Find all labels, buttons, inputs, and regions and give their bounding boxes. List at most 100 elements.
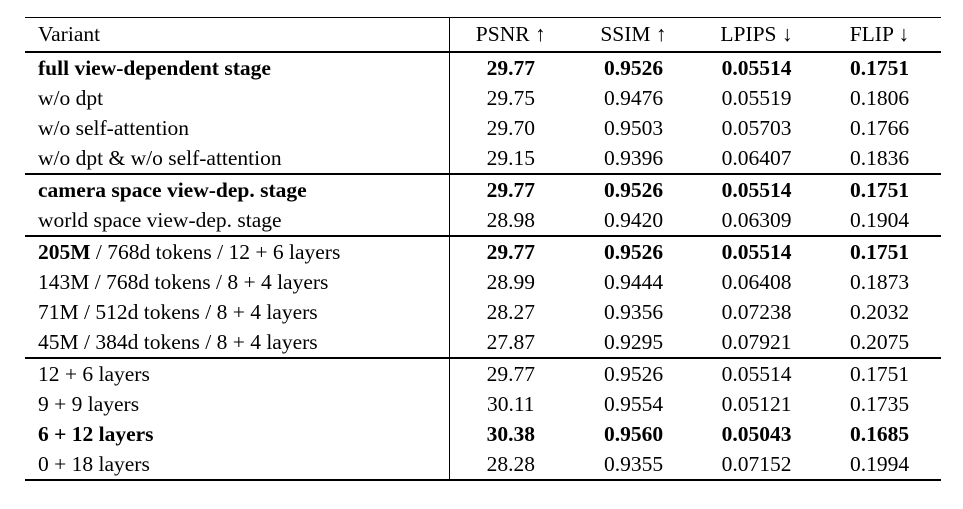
metric-value: 0.1685 <box>849 421 910 446</box>
metric-value: 0.9526 <box>572 173 695 205</box>
metric-value: 28.27 <box>486 299 535 324</box>
table-header: Variant PSNR ↑ SSIM ↑ LPIPS ↓ FLIP ↓ <box>25 17 941 53</box>
variant-bold-text: 205M <box>38 239 91 264</box>
metric-value: 28.28 <box>486 451 535 476</box>
variant-regular-text: 9 + 9 layers <box>38 391 140 416</box>
metric-value: 0.9356 <box>603 299 664 324</box>
metric-value: 0.1751 <box>818 173 941 205</box>
metric-value: 0.9560 <box>603 421 664 446</box>
table-row: w/o dpt & w/o self-attention 29.15 0.9396 0… <box>25 143 941 174</box>
metric-value: 0.2075 <box>849 329 910 354</box>
metric-value: 27.87 <box>486 329 535 354</box>
variant-cell: 71M / 512d tokens / 8 + 4 layers <box>25 297 450 327</box>
variant-regular-text: w/o dpt <box>38 85 104 110</box>
column-header-psnr: PSNR ↑ <box>449 17 572 53</box>
metric-value: 0.05121 <box>721 391 792 416</box>
column-header-ssim: SSIM ↑ <box>572 17 695 53</box>
table-row: camera space view-dep. stage 29.77 0.9526 0… <box>25 173 941 205</box>
metric-value: 0.05514 <box>695 357 818 389</box>
metric-value: 0.1836 <box>849 145 910 170</box>
metric-value: 0.1904 <box>849 207 910 232</box>
metric-value: 29.15 <box>486 145 535 170</box>
variant-cell: 6 + 12 layers <box>25 419 450 449</box>
metric-value: 0.9526 <box>572 235 695 267</box>
metric-value: 0.05514 <box>695 173 818 205</box>
metric-value: 28.98 <box>486 207 535 232</box>
metric-value: 0.1806 <box>849 85 910 110</box>
variant-regular-text: / 768d tokens / 12 + 6 layers <box>90 239 341 264</box>
metric-value: 30.38 <box>486 421 535 446</box>
table-row: w/o self-attention 29.70 0.9503 0.05703 0.17… <box>25 113 941 143</box>
metric-value: 0.9420 <box>603 207 664 232</box>
variant-bold-text: camera space view-dep. stage <box>38 177 307 202</box>
table-row: 9 + 9 layers 30.11 0.9554 0.05121 0.1735 <box>25 389 941 419</box>
variant-regular-text: 12 + 6 layers <box>38 361 150 386</box>
metric-value: 0.05043 <box>721 421 792 446</box>
metric-value: 0.05514 <box>695 235 818 267</box>
metric-value: 0.1766 <box>849 115 910 140</box>
metric-value: 29.70 <box>486 115 535 140</box>
column-header-variant: Variant <box>25 17 450 53</box>
metric-value: 0.9476 <box>603 85 664 110</box>
metric-value: 0.05514 <box>695 51 818 83</box>
table-row: 45M / 384d tokens / 8 + 4 layers 27.87 0.9… <box>25 327 941 358</box>
metric-value: 0.9554 <box>603 391 664 416</box>
variant-cell: 45M / 384d tokens / 8 + 4 layers <box>25 327 450 358</box>
variant-bold-text: full view-dependent stage <box>38 55 271 80</box>
variant-cell: w/o self-attention <box>25 113 450 143</box>
metric-value: 0.1873 <box>849 269 910 294</box>
metric-value: 29.75 <box>486 85 535 110</box>
variant-cell: camera space view-dep. stage <box>25 173 450 205</box>
variant-cell: 9 + 9 layers <box>25 389 450 419</box>
variant-regular-text: w/o dpt & w/o self-attention <box>38 145 282 170</box>
metric-value: 0.07152 <box>721 451 792 476</box>
metric-value: 0.9396 <box>603 145 664 170</box>
metric-value: 0.9503 <box>603 115 664 140</box>
variant-regular-text: 45M / 384d tokens / 8 + 4 layers <box>38 329 318 354</box>
metric-value: 0.07921 <box>721 329 792 354</box>
table-row: 6 + 12 layers 30.38 0.9560 0.05043 0.1685 <box>25 419 941 449</box>
table-row: 12 + 6 layers 29.77 0.9526 0.05514 0.1751 <box>25 357 941 389</box>
metric-value: 0.07238 <box>721 299 792 324</box>
table-row: world space view-dep. stage 28.98 0.9420 0.… <box>25 205 941 236</box>
metric-value: 0.1751 <box>818 357 941 389</box>
metric-value: 0.2032 <box>849 299 910 324</box>
variant-regular-text: 71M / 512d tokens / 8 + 4 layers <box>38 299 318 324</box>
metric-value: 0.05703 <box>721 115 792 140</box>
table-row: 71M / 512d tokens / 8 + 4 layers 28.27 0.9… <box>25 297 941 327</box>
ablation-table: Variant PSNR ↑ SSIM ↑ LPIPS ↓ FLIP ↓ ful… <box>25 17 941 481</box>
metric-value: 28.99 <box>486 269 535 294</box>
variant-bold-text: 6 + 12 layers <box>38 421 154 446</box>
variant-cell: w/o dpt <box>25 83 450 113</box>
metric-value: 30.11 <box>486 391 535 416</box>
metric-value: 0.9526 <box>572 51 695 83</box>
metric-value: 0.9444 <box>603 269 664 294</box>
variant-cell: 143M / 768d tokens / 8 + 4 layers <box>25 267 450 297</box>
metric-value: 29.77 <box>449 235 572 267</box>
variant-regular-text: w/o self-attention <box>38 115 190 140</box>
variant-regular-text: 143M / 768d tokens / 8 + 4 layers <box>38 269 329 294</box>
variant-cell: 205M / 768d tokens / 12 + 6 layers <box>25 235 450 267</box>
table-row: w/o dpt 29.75 0.9476 0.05519 0.1806 <box>25 83 941 113</box>
header-row: Variant PSNR ↑ SSIM ↑ LPIPS ↓ FLIP ↓ <box>25 17 941 53</box>
metric-value: 0.9355 <box>603 451 664 476</box>
metric-value: 0.1994 <box>849 451 910 476</box>
metric-value: 0.05519 <box>721 85 792 110</box>
metric-value: 29.77 <box>449 51 572 83</box>
variant-regular-text: 0 + 18 layers <box>38 451 150 476</box>
variant-cell: 0 + 18 layers <box>25 449 450 480</box>
metric-value: 0.1751 <box>818 51 941 83</box>
metric-value: 0.1735 <box>849 391 910 416</box>
metric-value: 29.77 <box>449 173 572 205</box>
metric-value: 0.1751 <box>818 235 941 267</box>
table-row: 0 + 18 layers 28.28 0.9355 0.07152 0.1994 <box>25 449 941 480</box>
metric-value: 29.77 <box>449 357 572 389</box>
variant-regular-text: world space view-dep. stage <box>38 207 282 232</box>
variant-cell: full view-dependent stage <box>25 51 450 83</box>
variant-cell: w/o dpt & w/o self-attention <box>25 143 450 174</box>
metric-value: 0.9526 <box>572 357 695 389</box>
variant-cell: world space view-dep. stage <box>25 205 450 236</box>
table-body: full view-dependent stage 29.77 0.9526 0.05… <box>25 51 941 480</box>
table-row: full view-dependent stage 29.77 0.9526 0.05… <box>25 51 941 83</box>
